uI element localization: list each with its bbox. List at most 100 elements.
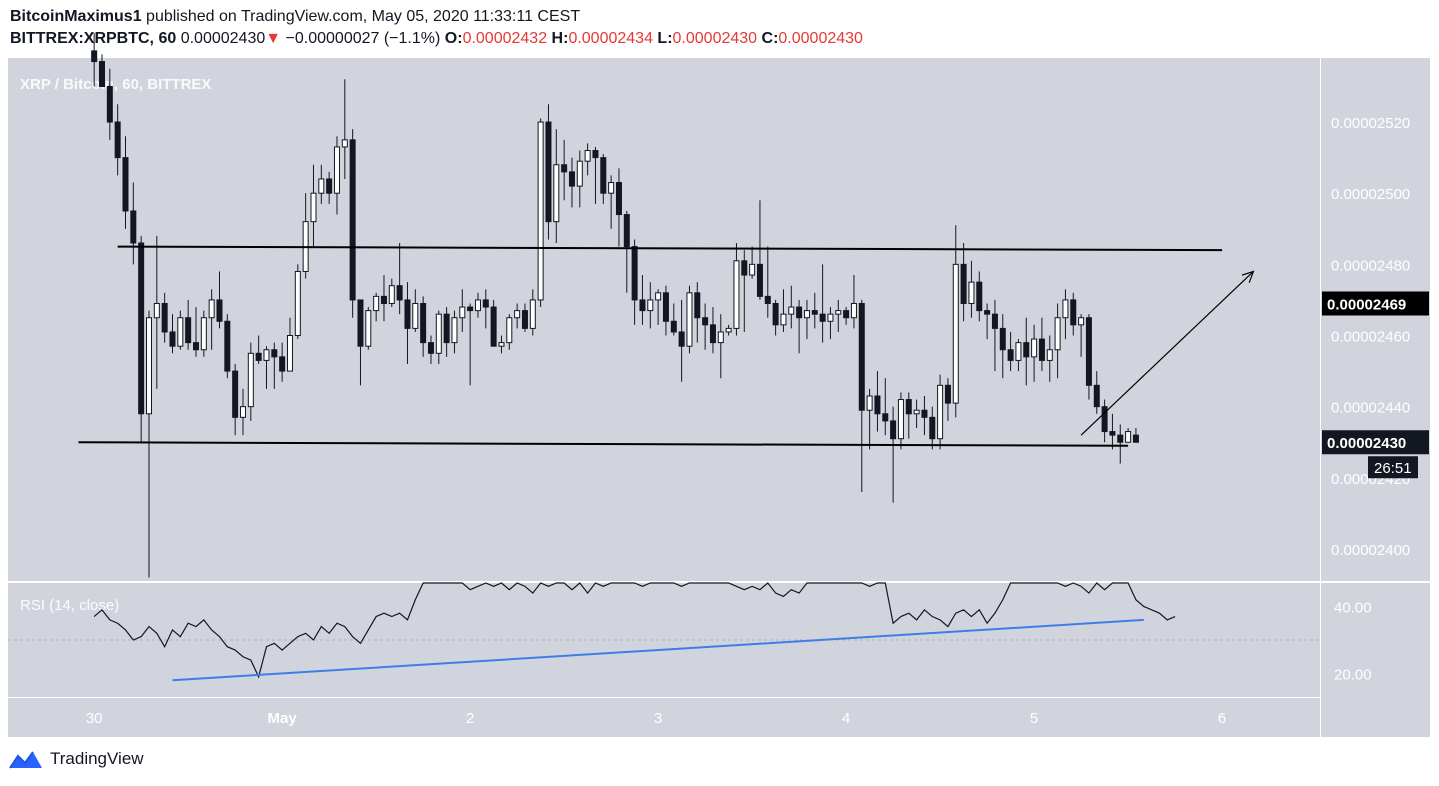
candle-up bbox=[1078, 317, 1085, 326]
price-axis-background bbox=[1321, 58, 1430, 737]
candle-down bbox=[396, 285, 403, 301]
close-value: 0.00002430 bbox=[778, 30, 863, 47]
candle-up bbox=[827, 313, 834, 322]
candle-down bbox=[185, 317, 192, 344]
candle-up bbox=[1125, 431, 1132, 443]
candle-up bbox=[1054, 317, 1061, 351]
down-arrow-icon: ▼ bbox=[265, 30, 282, 47]
candle-down bbox=[130, 210, 137, 244]
tradingview-logo[interactable]: TradingView bbox=[8, 748, 144, 770]
candle-up bbox=[717, 331, 724, 344]
candle-up bbox=[850, 302, 857, 319]
candle-down bbox=[796, 306, 803, 319]
rsi-label: RSI (14, close) bbox=[20, 597, 119, 614]
candle-up bbox=[1062, 299, 1069, 319]
candle-down bbox=[670, 320, 677, 333]
candle-down bbox=[232, 370, 239, 418]
price-change: −0.00000027 (−1.1%) bbox=[285, 30, 441, 47]
candle-up bbox=[239, 406, 246, 418]
candle-down bbox=[192, 342, 199, 351]
candle-down bbox=[568, 171, 575, 187]
publish-line: BitcoinMaximus1 published on TradingView… bbox=[10, 6, 1430, 28]
candle-up bbox=[733, 260, 740, 329]
candle-down bbox=[929, 416, 936, 440]
candle-down bbox=[905, 399, 912, 415]
candle-down bbox=[709, 324, 716, 344]
candle-up bbox=[247, 352, 254, 408]
candle-down bbox=[106, 85, 113, 123]
candle-up bbox=[529, 299, 536, 329]
time-tick-label: 2 bbox=[466, 710, 474, 727]
candle-down bbox=[467, 306, 474, 312]
candle-down bbox=[678, 331, 685, 347]
candle-down bbox=[91, 50, 98, 63]
candle-up bbox=[686, 292, 693, 347]
time-tick-label: 5 bbox=[1030, 710, 1038, 727]
candle-up bbox=[435, 313, 442, 354]
candle-down bbox=[138, 242, 145, 415]
candle-down bbox=[122, 157, 129, 212]
candle-down bbox=[380, 295, 387, 304]
candle-up bbox=[584, 150, 591, 162]
candle-down bbox=[1007, 349, 1014, 361]
candle-up bbox=[153, 302, 160, 319]
candle-up bbox=[788, 306, 795, 315]
candle-up bbox=[537, 121, 544, 301]
candle-down bbox=[1101, 406, 1108, 433]
candle-up bbox=[145, 317, 152, 415]
candle-down bbox=[741, 260, 748, 276]
candle-up bbox=[200, 317, 207, 351]
low-label: L: bbox=[657, 30, 673, 47]
candle-up bbox=[952, 263, 959, 404]
candle-up bbox=[474, 299, 481, 312]
candle-up bbox=[365, 310, 372, 347]
candle-up bbox=[294, 270, 301, 337]
candle-up bbox=[310, 192, 317, 223]
candle-down bbox=[427, 342, 434, 354]
candle-down bbox=[545, 121, 552, 223]
time-tick-label: 6 bbox=[1218, 710, 1226, 727]
time-tick-label: 30 bbox=[86, 710, 103, 727]
candle-up bbox=[553, 164, 560, 223]
candle-down bbox=[1085, 317, 1092, 386]
candle-down bbox=[702, 317, 709, 326]
time-tick-label: May bbox=[268, 710, 298, 727]
candle-up bbox=[647, 299, 654, 312]
candle-up bbox=[1015, 342, 1022, 361]
candle-up bbox=[1031, 338, 1038, 358]
candle-down bbox=[114, 121, 121, 159]
candle-down bbox=[819, 313, 826, 322]
high-value: 0.00002434 bbox=[568, 30, 653, 47]
candle-up bbox=[286, 335, 293, 372]
candle-down bbox=[694, 292, 701, 319]
ohlc-line: BITTREX:XRPBTC, 60 0.00002430▼ −0.000000… bbox=[10, 28, 1430, 50]
candle-down bbox=[756, 263, 763, 297]
candle-down bbox=[357, 299, 364, 347]
candle-down bbox=[255, 352, 262, 361]
open-value: 0.00002432 bbox=[462, 30, 548, 47]
close-label: C: bbox=[761, 30, 779, 47]
bar-countdown-label: 26:51 bbox=[1374, 460, 1412, 477]
rsi-tick-label: 40.00 bbox=[1334, 599, 1372, 616]
time-tick-label: 3 bbox=[654, 710, 662, 727]
time-tick-label: 4 bbox=[842, 710, 850, 727]
candle-down bbox=[999, 327, 1006, 351]
candle-up bbox=[655, 292, 662, 301]
candle-up bbox=[333, 146, 340, 194]
price-tick-label: 0.00002440 bbox=[1331, 400, 1410, 417]
arrow-head-icon bbox=[1241, 270, 1255, 283]
candle-down bbox=[811, 310, 818, 315]
candle-down bbox=[98, 61, 105, 87]
candle-down bbox=[623, 214, 630, 248]
candle-down bbox=[1023, 342, 1030, 358]
last-price: 0.00002430 bbox=[180, 30, 266, 47]
author-name[interactable]: BitcoinMaximus1 bbox=[10, 8, 142, 25]
candle-down bbox=[216, 299, 223, 322]
candle-down bbox=[976, 281, 983, 312]
candle-down bbox=[764, 295, 771, 304]
candle-up bbox=[459, 306, 466, 319]
candle-up bbox=[177, 317, 184, 347]
candle-up bbox=[498, 342, 505, 347]
rsi-tick-label: 20.00 bbox=[1334, 667, 1372, 684]
